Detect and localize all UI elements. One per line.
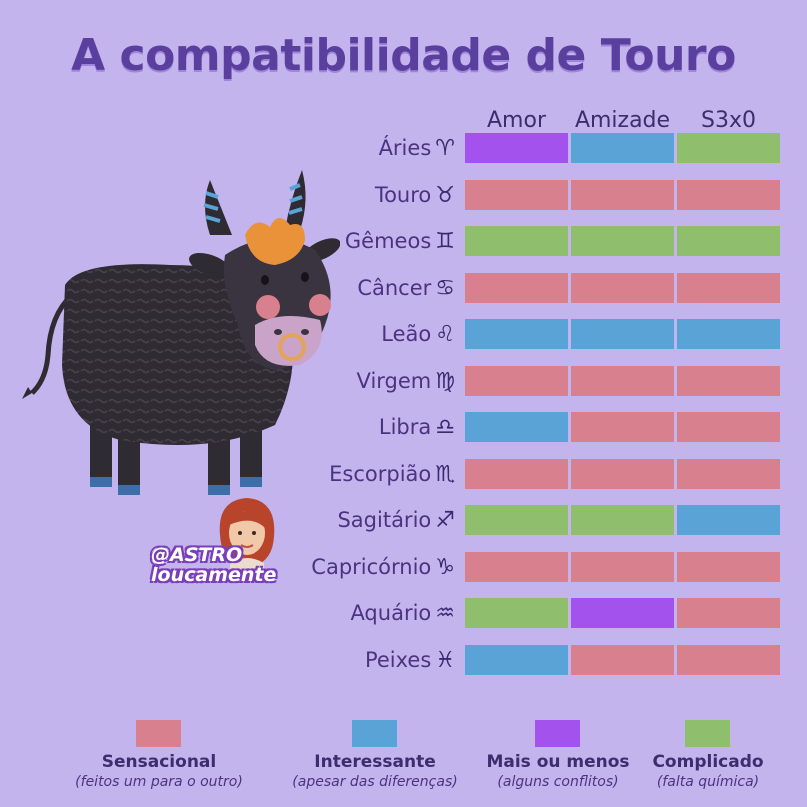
compatibility-cell xyxy=(465,458,568,489)
zodiac-glyph-icon: ♒︎ xyxy=(435,601,455,626)
compatibility-cell xyxy=(677,551,780,582)
zodiac-glyph-icon: ♍︎ xyxy=(435,368,455,394)
zodiac-glyph-icon: ♈︎ xyxy=(435,136,455,161)
legend-name: Mais ou menos xyxy=(486,752,630,772)
compatibility-cell xyxy=(571,133,674,163)
compatibility-cell xyxy=(465,598,568,628)
compatibility-cell xyxy=(465,226,568,256)
sign-label: Leão ♌︎ xyxy=(381,319,455,349)
compatibility-cell xyxy=(571,226,674,256)
legend-swatch xyxy=(136,720,181,747)
sign-label: Escorpião ♏︎ xyxy=(329,459,455,489)
legend-swatch xyxy=(535,720,580,747)
compatibility-cell xyxy=(465,272,568,303)
column-header: S3x0 xyxy=(701,108,756,133)
sign-name: Virgem xyxy=(356,368,432,393)
compatibility-cell xyxy=(677,319,780,349)
sign-label: Touro ♉︎ xyxy=(375,180,455,210)
compatibility-cell xyxy=(571,598,674,628)
compatibility-cell xyxy=(571,272,674,303)
compatibility-cell xyxy=(465,644,568,675)
compatibility-cell xyxy=(465,319,568,349)
sign-name: Gêmeos xyxy=(344,229,432,253)
compatibility-cell xyxy=(571,505,674,535)
legend-description: (apesar das diferenças) xyxy=(292,774,458,790)
sign-label: Capricórnio ♑︎ xyxy=(311,552,455,582)
sign-name: Sagitário xyxy=(337,508,432,532)
sign-name: Peixes xyxy=(364,647,432,672)
compatibility-cell xyxy=(465,179,568,210)
compatibility-cell xyxy=(571,551,674,582)
compatibility-cell xyxy=(677,226,780,256)
compatibility-cell xyxy=(677,133,780,163)
compatibility-cell xyxy=(677,272,780,303)
zodiac-glyph-icon: ♏︎ xyxy=(435,461,455,487)
zodiac-glyph-icon: ♑︎ xyxy=(435,554,455,580)
zodiac-glyph-icon: ♉︎ xyxy=(435,182,455,208)
zodiac-glyph-icon: ♋︎ xyxy=(435,275,455,301)
sign-name: Capricórnio xyxy=(311,554,432,579)
bull-illustration xyxy=(22,170,340,495)
compatibility-cell xyxy=(677,179,780,210)
legend-name: Complicado xyxy=(652,752,764,772)
sign-label: Libra ♎︎ xyxy=(379,412,455,442)
legend-swatch xyxy=(685,720,730,747)
compatibility-cell xyxy=(465,505,568,535)
compatibility-cell xyxy=(571,644,674,675)
compatibility-cell xyxy=(677,365,780,396)
legend-description: (alguns conflitos) xyxy=(497,774,619,790)
zodiac-glyph-icon: ♓︎ xyxy=(435,647,455,673)
column-header: Amor xyxy=(487,108,546,133)
compatibility-cell xyxy=(677,412,780,442)
compatibility-cell xyxy=(677,505,780,535)
watermark-line-2: loucamente xyxy=(151,564,277,586)
sign-name: Câncer xyxy=(357,275,432,300)
sign-label: Peixes ♓︎ xyxy=(365,645,455,675)
sign-name: Escorpião xyxy=(329,461,432,486)
compatibility-cell xyxy=(465,412,568,442)
zodiac-glyph-icon: ♊︎ xyxy=(435,229,455,254)
watermark-line-1: @ASTRO xyxy=(151,544,243,566)
sign-name: Leão xyxy=(381,322,432,346)
watermark-handle: @ASTRO loucamente xyxy=(151,545,276,585)
zodiac-glyph-icon: ♌︎ xyxy=(435,322,455,347)
compatibility-cell xyxy=(677,644,780,675)
page-title: A compatibilidade de Touro xyxy=(71,30,736,81)
sign-label: Aquário ♒︎ xyxy=(350,598,455,628)
compatibility-cell xyxy=(571,412,674,442)
legend-swatch xyxy=(352,720,397,747)
legend-name: Interessante xyxy=(314,752,436,772)
sign-name: Aquário xyxy=(350,601,432,625)
sign-label: Gêmeos ♊︎ xyxy=(345,226,455,256)
legend-description: (falta química) xyxy=(656,774,760,790)
zodiac-glyph-icon: ♎︎ xyxy=(435,415,455,440)
sign-label: Áries ♈︎ xyxy=(379,133,455,163)
compatibility-cell xyxy=(571,179,674,210)
avatar xyxy=(219,498,275,570)
compatibility-cell xyxy=(571,458,674,489)
compatibility-cell xyxy=(571,319,674,349)
compatibility-cell xyxy=(465,551,568,582)
compatibility-cell xyxy=(677,598,780,628)
sign-name: Áries xyxy=(378,136,432,160)
sign-name: Touro xyxy=(374,182,432,207)
compatibility-cell xyxy=(465,133,568,163)
sign-name: Libra xyxy=(378,415,432,439)
compatibility-cell xyxy=(571,365,674,396)
sign-label: Câncer ♋︎ xyxy=(357,273,455,303)
sign-label: Sagitário ♐︎ xyxy=(337,505,455,535)
compatibility-cell xyxy=(677,458,780,489)
zodiac-glyph-icon: ♐︎ xyxy=(435,508,455,533)
sign-label: Virgem ♍︎ xyxy=(357,366,455,396)
legend-description: (feitos um para o outro) xyxy=(75,774,243,790)
column-header: Amizade xyxy=(574,108,671,133)
compatibility-cell xyxy=(465,365,568,396)
legend-name: Sensacional xyxy=(101,752,217,772)
